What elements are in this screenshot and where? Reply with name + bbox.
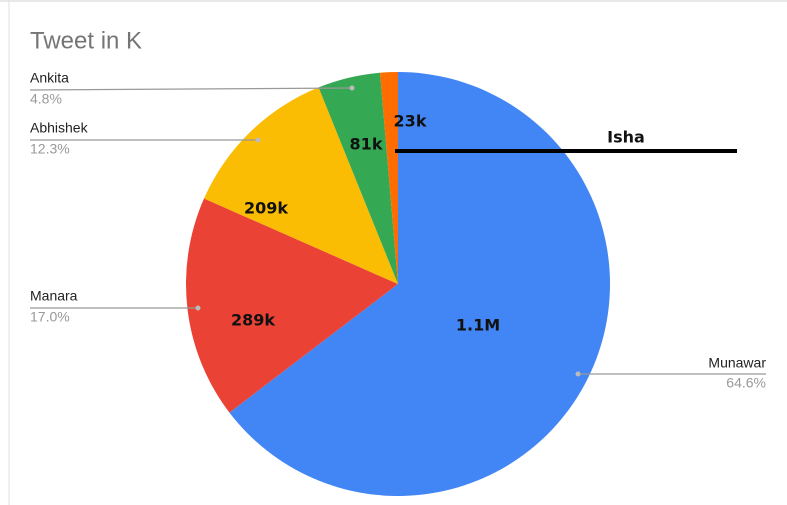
pie-slice	[229, 72, 610, 496]
legend-label: Ankita	[30, 70, 69, 86]
leader-dot	[349, 85, 355, 91]
data-label: 23k	[394, 112, 427, 131]
data-label: 209k	[244, 199, 288, 218]
data-label: 1.1M	[456, 316, 500, 335]
leader-dot	[255, 137, 261, 143]
chart-title: Tweet in K	[30, 27, 142, 54]
leader-dot	[575, 371, 581, 377]
percent-label: 12.3%	[30, 141, 70, 157]
data-label: 81k	[350, 135, 383, 154]
legend-label: Munawar	[708, 355, 766, 371]
legend-label: Manara	[30, 288, 78, 304]
legend-label: Isha	[607, 128, 645, 147]
data-label: 289k	[231, 311, 275, 330]
pie-slice	[380, 72, 398, 284]
pie-slice	[185, 198, 398, 413]
percent-label: 17.0%	[30, 309, 70, 325]
percent-label: 64.6%	[726, 375, 766, 391]
leader-dot	[195, 305, 201, 311]
pie-slice	[318, 72, 398, 284]
pie-slice	[204, 87, 398, 284]
legend-label: Abhishek	[30, 120, 89, 136]
percent-label: 4.8%	[30, 91, 62, 107]
leader-line	[29, 87, 353, 91]
